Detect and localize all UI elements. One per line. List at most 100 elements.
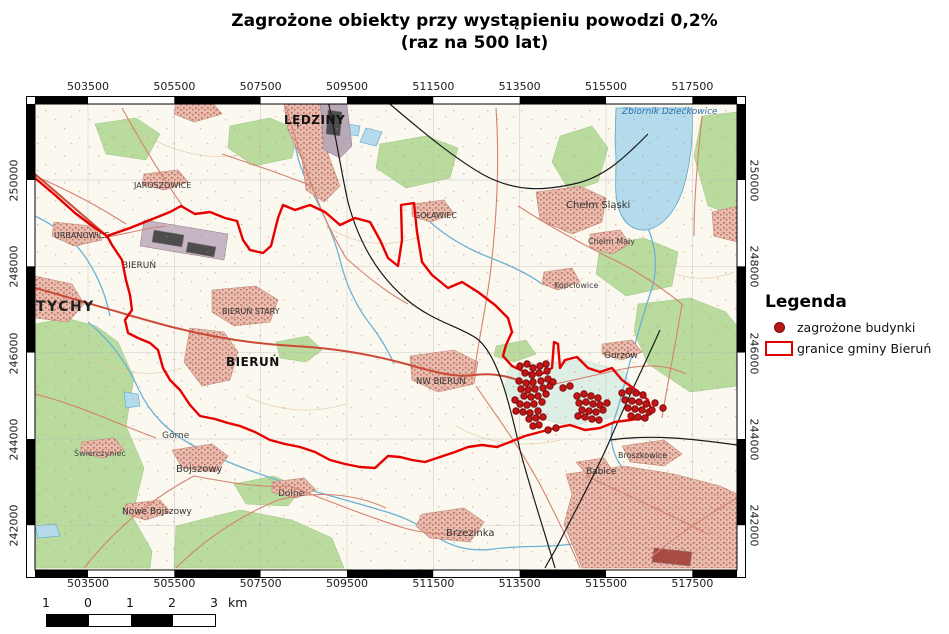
neatline-segment [260,570,347,577]
map-place-label: NW BIERUŃ [416,375,466,387]
hazard-building-dot [526,409,534,417]
map-place-label: Świerczyniec [74,447,126,458]
neatline-segment [27,104,35,180]
legend-item-buildings-label: zagrożone budynki [797,320,916,335]
map-place-label: TYCHY [36,299,95,315]
legend-item-boundary: granice gminy Bieruń [765,341,945,356]
map-place-label: Gorzów [604,350,638,361]
hazard-building-dot [543,367,551,375]
hazard-building-dot [519,408,527,416]
map-place-label: Górne [162,430,190,441]
neatline-segment [174,97,261,104]
neatline-segment [519,570,606,577]
hazard-building-dot [594,394,602,402]
neatline-segment [737,104,745,180]
legend-panel: Legenda zagrożone budynki granice gminy … [765,292,945,362]
hazard-building-dot [542,360,550,368]
hazard-building-dot [549,378,557,386]
scale-bar-segment [47,615,89,626]
neatline-corner [27,570,35,577]
hazard-building-dot [516,362,524,370]
grid-tick-label: 517500 [671,80,714,93]
railway-line [609,436,737,446]
hazard-building-dot [580,390,588,398]
railway-line [388,104,649,190]
scale-tick-label: 3 [210,595,218,610]
hazard-building-dot [524,386,532,394]
neatline-segment [35,570,88,577]
hazard-building-dot [539,384,547,392]
map-place-label: URBANOWICE [54,231,110,240]
hazard-building-dot [544,426,552,434]
hazard-building-dot [574,412,582,420]
hazard-building-dot [659,404,667,412]
neatline-segment [606,97,693,104]
grid-tick-label: 246000 [747,332,761,375]
neatline-segment [737,439,745,526]
hazard-building-dot [515,377,523,385]
hazard-building-dot [578,406,586,414]
map-place-label: Broszkowice [618,451,667,460]
neatline-segment [433,97,520,104]
hazard-building-dot [599,406,607,414]
hazard-building-dot [529,364,537,372]
neatline-segment [27,352,35,439]
map-place-label: GOŁAWIEC [414,211,457,220]
hazard-building-dot [635,398,643,406]
map-place-label: Brzezinka [446,528,494,539]
neatline-segment [174,570,261,577]
neatline-corner [737,570,745,577]
map-place-label: LĘDZINY [284,113,345,127]
building-speckle-texture [35,104,737,570]
hazard-building-dot [566,382,574,390]
hazard-building-dot [587,392,595,400]
neatline-segment [737,525,745,570]
grid-tick-label: 513500 [498,80,541,93]
map-place-label: Nowe Bojszowy [122,507,192,517]
map-place-label: Zbiornik Dziećkowice [621,106,718,117]
map-title-line1: Zagrożone obiekty przy wystąpieniu powod… [231,11,718,31]
grid-tick-label: 517500 [671,577,714,590]
hazard-building-dot [624,404,632,412]
hazard-building-dot [522,379,530,387]
hazard-building-dot [589,400,597,408]
hazard-building-dot [625,387,633,395]
hazard-building-dot [592,408,600,416]
map-place-label: JAROSZOWICE [133,181,191,190]
grid-tick-label: 248000 [7,245,21,288]
hazard-building-dot [512,407,520,415]
railway-line [328,104,556,569]
map-canvas: TYCHY LĘDZINY BIERUŃ BIERUŃ BIERUŃ STARY NW B… [26,96,746,578]
grid-tick-label: 242000 [747,504,761,547]
hazard-building-dot [559,384,567,392]
scale-tick-label: 2 [168,595,176,610]
grid-tick-label: 511500 [412,80,455,93]
grid-tick-label: 509500 [325,577,368,590]
neatline-segment [692,570,737,577]
neatline-segment [737,180,745,267]
hazard-building-dot [581,413,589,421]
hazard-building-dot [585,407,593,415]
railway-line [544,329,661,569]
hazard-building-dot [639,391,647,399]
municipality-boundary-line [35,177,654,470]
grid-tick-label: 511500 [412,577,455,590]
hazard-building-dot [642,400,650,408]
hazard-building-dot [573,392,581,400]
hazard-building-dot [627,412,635,420]
neatline-segment [27,180,35,267]
grid-tick-label: 507500 [239,80,282,93]
hazard-building-dot [534,392,542,400]
neatline-segment [433,570,520,577]
hazard-building-dot [603,399,611,407]
neatline-segment [519,97,606,104]
legend-title: Legenda [765,292,847,312]
hazard-building-dot [531,385,539,393]
map-image: TYCHY LĘDZINY BIERUŃ BIERUŃ BIERUŃ STARY NW B… [26,96,746,578]
map-place-label: Chełm Śląski [566,198,630,211]
map-place-label: BIERUŃ [226,354,280,369]
hazard-building-dot [520,392,528,400]
neatline-segment [737,352,745,439]
map-place-label: BIERUŃ STARY [222,305,280,316]
